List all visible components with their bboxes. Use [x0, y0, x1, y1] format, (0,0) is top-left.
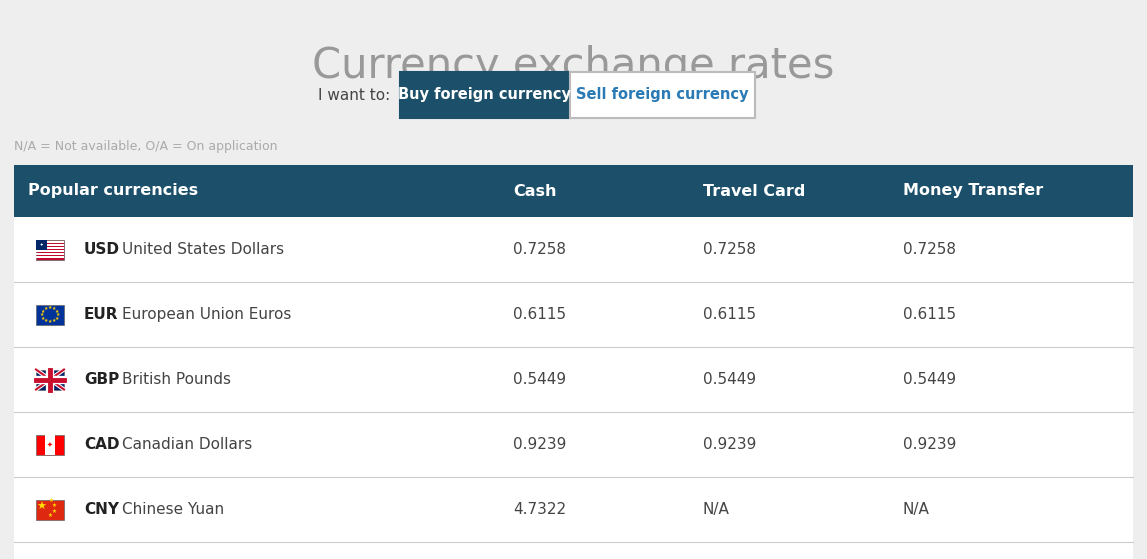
Text: 0.7258: 0.7258: [703, 242, 756, 257]
Text: ★: ★: [48, 319, 52, 324]
Text: CAD: CAD: [84, 437, 119, 452]
Text: I want to:: I want to:: [318, 88, 390, 102]
Text: N/A = Not available, O/A = On application: N/A = Not available, O/A = On applicatio…: [14, 140, 278, 153]
Text: Cash: Cash: [513, 183, 556, 198]
FancyBboxPatch shape: [46, 434, 55, 454]
Text: Popular currencies: Popular currencies: [28, 183, 198, 198]
Text: N/A: N/A: [703, 502, 729, 517]
FancyBboxPatch shape: [36, 305, 64, 325]
FancyBboxPatch shape: [36, 239, 64, 259]
Text: ★: ★: [52, 509, 56, 514]
Text: 0.5449: 0.5449: [903, 372, 957, 387]
Text: EUR: EUR: [84, 307, 118, 322]
FancyBboxPatch shape: [400, 72, 570, 118]
FancyBboxPatch shape: [36, 253, 64, 255]
Text: Buy foreign currency: Buy foreign currency: [398, 88, 571, 102]
Text: Money Transfer: Money Transfer: [903, 183, 1044, 198]
Text: ★: ★: [44, 318, 48, 323]
FancyBboxPatch shape: [36, 257, 64, 258]
Text: Canadian Dollars: Canadian Dollars: [122, 437, 252, 452]
Text: 0.9239: 0.9239: [513, 437, 567, 452]
Text: United States Dollars: United States Dollars: [122, 242, 284, 257]
Text: ★: ★: [55, 309, 58, 314]
Text: ★: ★: [52, 306, 56, 311]
Text: 0.6115: 0.6115: [903, 307, 957, 322]
Text: Sell foreign currency: Sell foreign currency: [576, 88, 749, 102]
Text: Chinese Yuan: Chinese Yuan: [122, 502, 224, 517]
Text: N/A: N/A: [903, 502, 930, 517]
Text: ★: ★: [48, 305, 52, 310]
Text: ★: ★: [40, 312, 45, 317]
FancyBboxPatch shape: [36, 244, 64, 245]
Text: European Union Euros: European Union Euros: [122, 307, 291, 322]
Text: GBP: GBP: [84, 372, 119, 387]
Text: 0.9239: 0.9239: [703, 437, 756, 452]
Text: ✦: ✦: [40, 243, 44, 247]
Text: ★: ★: [41, 315, 46, 320]
FancyBboxPatch shape: [36, 434, 64, 454]
Text: Currency exchange rates: Currency exchange rates: [312, 45, 835, 87]
Text: 0.7258: 0.7258: [513, 242, 565, 257]
Text: ★: ★: [52, 318, 56, 323]
Text: ★: ★: [44, 306, 48, 311]
Text: British Pounds: British Pounds: [122, 372, 231, 387]
FancyBboxPatch shape: [36, 369, 64, 390]
FancyBboxPatch shape: [36, 241, 64, 243]
Text: ★: ★: [52, 503, 56, 508]
Text: ★: ★: [47, 513, 53, 518]
FancyBboxPatch shape: [36, 247, 64, 249]
FancyBboxPatch shape: [36, 500, 64, 519]
Text: 0.7258: 0.7258: [903, 242, 955, 257]
Text: 0.5449: 0.5449: [703, 372, 756, 387]
FancyBboxPatch shape: [36, 250, 64, 252]
Text: ★: ★: [56, 312, 60, 317]
Text: USD: USD: [84, 242, 120, 257]
Text: ★: ★: [49, 498, 54, 503]
Text: 0.6115: 0.6115: [513, 307, 567, 322]
Text: ✦: ✦: [47, 442, 53, 448]
Text: ★: ★: [37, 501, 47, 511]
Text: ★: ★: [55, 315, 58, 320]
Text: Travel Card: Travel Card: [703, 183, 805, 198]
Text: 0.9239: 0.9239: [903, 437, 957, 452]
FancyBboxPatch shape: [14, 165, 1133, 217]
Text: 0.6115: 0.6115: [703, 307, 756, 322]
Text: ★: ★: [41, 309, 46, 314]
FancyBboxPatch shape: [36, 239, 47, 249]
Text: 0.5449: 0.5449: [513, 372, 567, 387]
Text: CNY: CNY: [84, 502, 119, 517]
FancyBboxPatch shape: [14, 217, 1133, 559]
FancyBboxPatch shape: [570, 72, 755, 118]
Text: 4.7322: 4.7322: [513, 502, 567, 517]
